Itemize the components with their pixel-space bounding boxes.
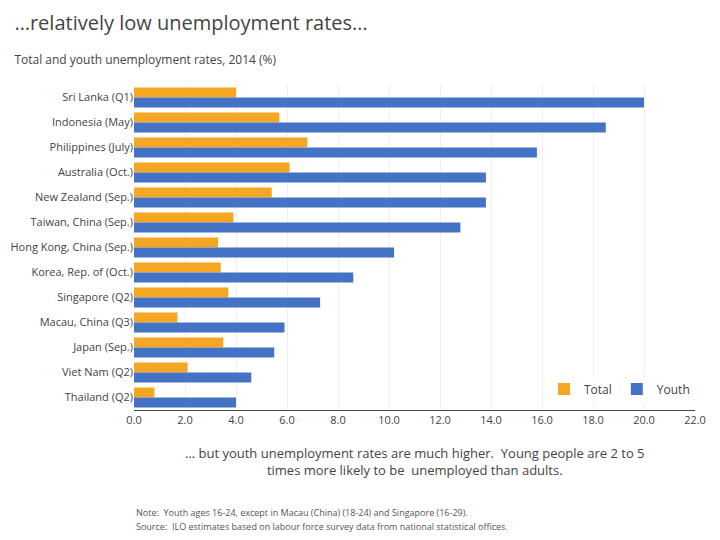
svg-text:18.0: 18.0 — [582, 412, 604, 427]
svg-text:Macau, China (Q3): Macau, China (Q3) — [40, 314, 133, 329]
svg-text:Total: Total — [584, 381, 612, 398]
svg-text:Korea, Rep. of (Oct.): Korea, Rep. of (Oct.) — [31, 264, 133, 279]
svg-text:16.0: 16.0 — [531, 412, 553, 427]
svg-text:Japan (Sep.): Japan (Sep.) — [72, 339, 133, 354]
svg-text:Viet Nam (Q2): Viet Nam (Q2) — [62, 364, 133, 379]
svg-text:Hong Kong, China (Sep.): Hong Kong, China (Sep.) — [10, 239, 133, 254]
svg-text:…relatively low unemployment r: …relatively low unemployment rates… — [14, 9, 367, 36]
svg-text:Total and youth unemployment r: Total and youth unemployment rates, 2014… — [14, 51, 276, 68]
svg-text:14.0: 14.0 — [480, 412, 502, 427]
svg-text:Youth: Youth — [657, 381, 690, 398]
svg-text:4.0: 4.0 — [228, 412, 243, 427]
svg-text:Philippines (July): Philippines (July) — [50, 139, 133, 154]
svg-text:10.0: 10.0 — [378, 412, 400, 427]
svg-text:Note: Youth ages 16-24, excep: Note: Youth ages 16-24, except in Macau … — [136, 506, 468, 519]
svg-text:20.0: 20.0 — [633, 412, 655, 427]
svg-text:Source: ILO estimates based o: Source: ILO estimates based on labour fo… — [136, 520, 508, 533]
svg-text:2.0: 2.0 — [177, 412, 192, 427]
svg-text:Singapore (Q2): Singapore (Q2) — [57, 289, 133, 304]
svg-text:Sri Lanka (Q1): Sri Lanka (Q1) — [62, 89, 133, 104]
svg-text:New Zealand (Sep.): New Zealand (Sep.) — [35, 189, 133, 204]
svg-text:Thailand (Q2): Thailand (Q2) — [65, 389, 133, 404]
svg-text:… but youth unemployment rates: … but youth unemployment rates are much … — [185, 444, 645, 479]
svg-text:Taiwan, China (Sep.): Taiwan, China (Sep.) — [30, 214, 133, 229]
svg-text:12.0: 12.0 — [429, 412, 451, 427]
svg-text:Australia (Oct.): Australia (Oct.) — [58, 164, 133, 179]
svg-text:22.0: 22.0 — [684, 412, 706, 427]
svg-text:6.0: 6.0 — [279, 412, 294, 427]
svg-text:0.0: 0.0 — [126, 412, 141, 427]
svg-text:Indonesia (May): Indonesia (May) — [52, 114, 133, 129]
svg-text:8.0: 8.0 — [330, 412, 345, 427]
